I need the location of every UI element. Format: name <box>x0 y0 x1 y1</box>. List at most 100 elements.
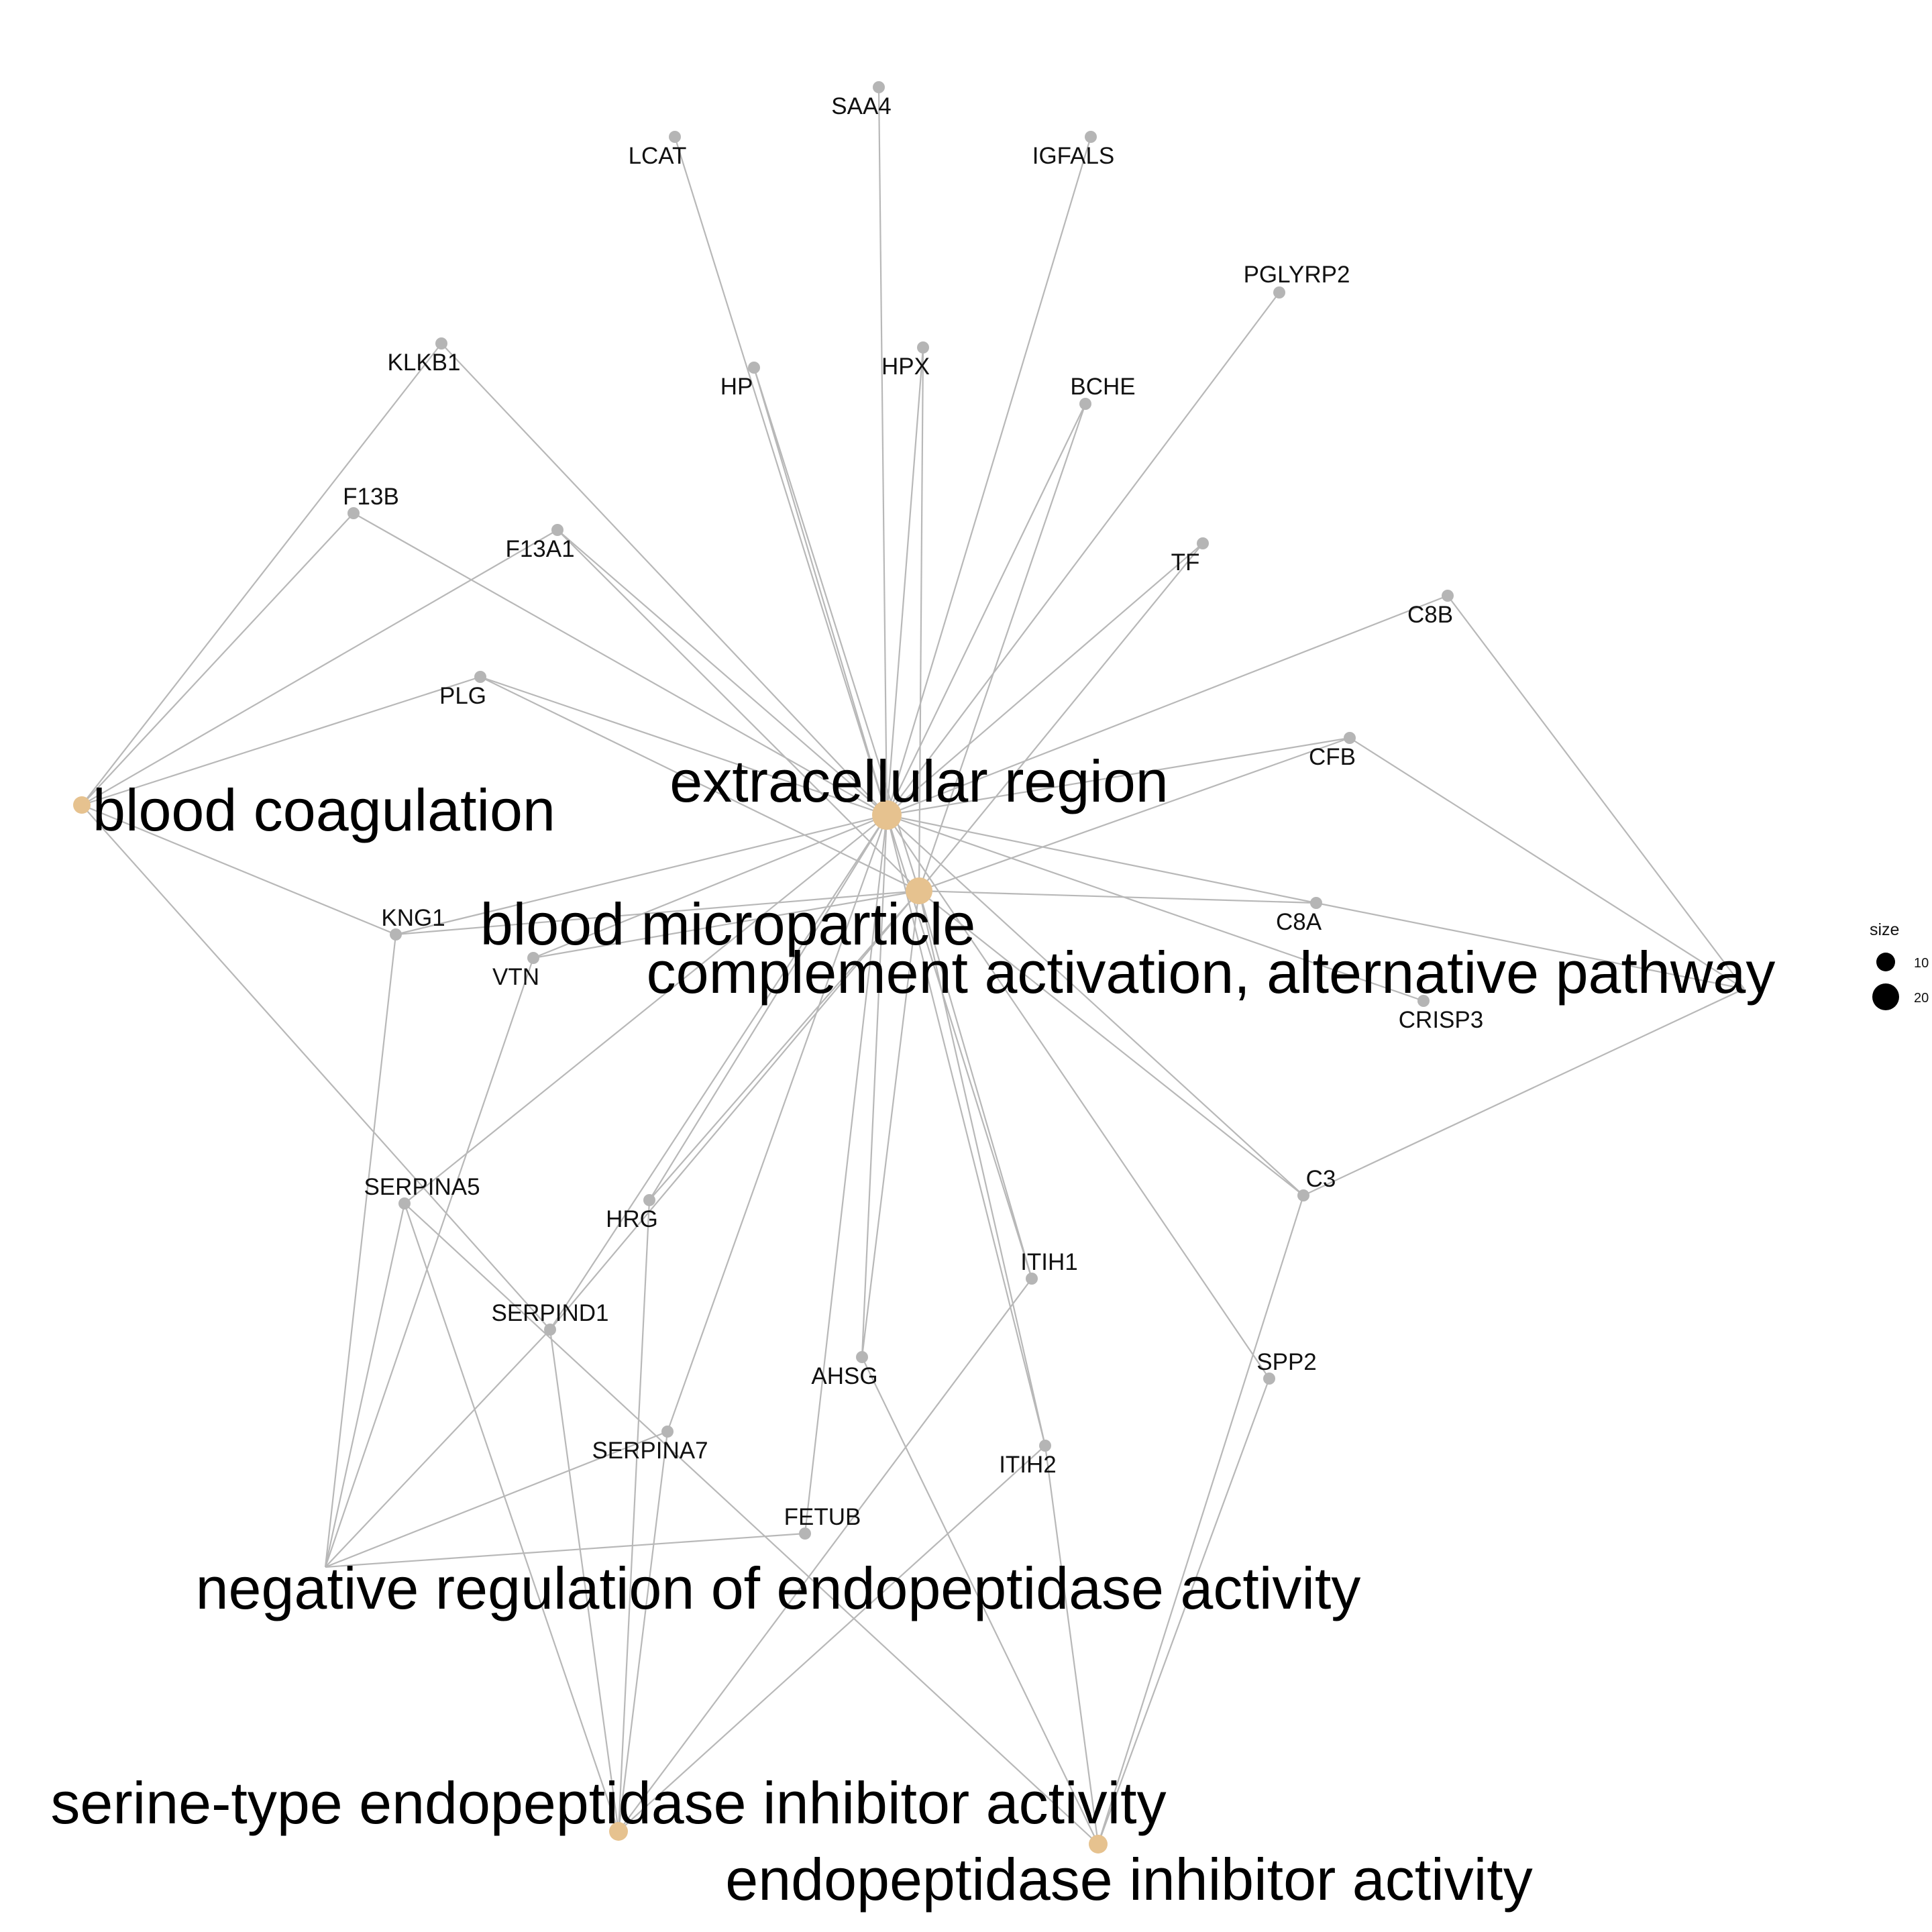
gene-label-hrg: HRG <box>606 1206 658 1232</box>
nodes-layer <box>73 81 1454 1854</box>
term-label-bc: blood coagulation <box>93 777 555 843</box>
term-node-er <box>872 800 902 830</box>
edge-bm-c3 <box>918 890 1304 1196</box>
gene-node-serpind1 <box>544 1324 556 1336</box>
edge-er-serpind1 <box>549 814 888 1330</box>
gene-node-itih2 <box>1039 1440 1051 1452</box>
gene-label-igfals: IGFALS <box>1032 143 1115 169</box>
gene-label-fetub: FETUB <box>784 1504 861 1530</box>
gene-node-plg <box>474 671 486 683</box>
edge-bm-plg <box>480 676 920 892</box>
edge-er-c8b <box>886 594 1448 816</box>
edge-er-fetub <box>804 814 888 1534</box>
legend-label-small: 10 <box>1914 956 1929 971</box>
gene-node-fetub <box>799 1527 811 1540</box>
edge-er-cfb <box>886 737 1350 816</box>
gene-node-vtn <box>527 952 539 964</box>
term-label-bm: blood microparticle <box>480 891 976 957</box>
gene-label-crisp3: CRISP3 <box>1399 1007 1483 1033</box>
gene-node-serpina7 <box>661 1426 674 1438</box>
gene-node-ahsg <box>856 1351 868 1363</box>
gene-node-igfals <box>1085 131 1097 143</box>
gene-node-c8a <box>1310 897 1322 909</box>
term-node-sei <box>609 1822 628 1841</box>
gene-node-f13b <box>347 507 360 519</box>
gene-label-cfb: CFB <box>1309 744 1356 770</box>
edge-bm-ahsg <box>861 890 920 1358</box>
edge-sei-serpina7 <box>617 1431 669 1832</box>
edge-bm-kng1 <box>395 890 920 936</box>
gene-label-hpx: HPX <box>881 354 930 380</box>
term-node-eia <box>1089 1835 1108 1854</box>
edge-er-serpina7 <box>666 814 888 1432</box>
edge-eia-itih2 <box>1044 1445 1099 1845</box>
edge-bm-c8a <box>918 890 1317 904</box>
term-label-caa: complement activation, alternative pathw… <box>647 939 1776 1006</box>
gene-label-f13a1: F13A1 <box>505 536 574 562</box>
edge-er-saa4 <box>877 87 888 816</box>
gene-node-c8b <box>1442 590 1454 602</box>
gene-node-kng1 <box>390 928 402 941</box>
gene-node-bche <box>1079 398 1091 410</box>
edge-sei-serpind1 <box>549 1329 620 1832</box>
edge-er-f13b <box>353 513 888 816</box>
gene-node-pglyrp2 <box>1273 286 1285 299</box>
edge-bm-serpind1 <box>549 890 920 1330</box>
gene-label-vtn: VTN <box>492 964 539 990</box>
edge-nre-serpina5 <box>324 1203 406 1568</box>
term-label-er: extracellular region <box>669 748 1169 814</box>
edge-er-serpina5 <box>404 814 888 1204</box>
edge-bc-serpind1 <box>81 804 551 1330</box>
gene-label-tf: TF <box>1171 549 1200 576</box>
gene-label-itih1: ITIH1 <box>1020 1249 1078 1275</box>
edge-caa-c3 <box>1303 988 1745 1196</box>
gene-node-c3 <box>1297 1189 1309 1201</box>
legend-label-large: 20 <box>1914 991 1929 1006</box>
gene-label-klkb1: KLKB1 <box>388 350 461 376</box>
term-label-nre: negative regulation of endopeptidase act… <box>196 1555 1361 1621</box>
gene-label-c3: C3 <box>1306 1166 1336 1192</box>
edge-bm-vtn <box>533 890 920 959</box>
term-node-bc <box>73 796 91 814</box>
gene-label-spp2: SPP2 <box>1256 1349 1317 1375</box>
edge-er-spp2 <box>886 814 1270 1379</box>
legend-dot-large <box>1872 983 1899 1010</box>
gene-label-lcat: LCAT <box>629 143 687 169</box>
edge-caa-cfb <box>1349 737 1745 989</box>
edge-sei-itih1 <box>618 1278 1032 1832</box>
edge-er-hpx <box>885 347 924 816</box>
edge-caa-c8a <box>1316 902 1745 990</box>
edge-er-itih2 <box>885 814 1046 1446</box>
edge-bm-hrg <box>649 890 920 1201</box>
edge-nre-serpina7 <box>325 1430 668 1568</box>
gene-node-cfb <box>1344 732 1356 744</box>
edge-er-ahsg <box>861 814 888 1358</box>
gene-node-itih1 <box>1026 1273 1038 1285</box>
gene-label-serpind1: SERPIND1 <box>491 1300 608 1326</box>
gene-label-itih2: ITIH2 <box>999 1452 1057 1478</box>
edge-nre-kng1 <box>324 934 397 1568</box>
gene-label-saa4: SAA4 <box>831 93 892 119</box>
legend-title: size <box>1870 920 1899 939</box>
legend-dot-small <box>1876 953 1895 971</box>
edge-bm-tf <box>918 543 1203 892</box>
edge-eia-c3 <box>1097 1195 1305 1845</box>
edge-er-f13a1 <box>557 529 888 816</box>
edge-er-klkb1 <box>441 343 888 816</box>
gene-label-pglyrp2: PGLYRP2 <box>1244 262 1350 288</box>
size-legend: size 10 20 <box>1870 920 1929 1010</box>
gene-node-hpx <box>917 341 929 354</box>
edges-layer <box>81 87 1745 1845</box>
edge-nre-vtn <box>324 957 535 1568</box>
edge-eia-ahsg <box>861 1356 1099 1845</box>
edge-nre-fetub <box>325 1532 806 1568</box>
edge-er-c3 <box>886 814 1304 1196</box>
edge-bc-f13b <box>81 513 354 806</box>
gene-node-crisp3 <box>1417 995 1430 1007</box>
edge-bm-itih1 <box>918 890 1033 1279</box>
labels-layer: SAA4 LCAT IGFALS PGLYRP2 KLKB1 HP HPX BCHE F13B F… <box>50 93 1775 1913</box>
gene-label-serpina7: SERPINA7 <box>592 1438 708 1464</box>
edge-sei-serpina5 <box>403 1203 620 1832</box>
